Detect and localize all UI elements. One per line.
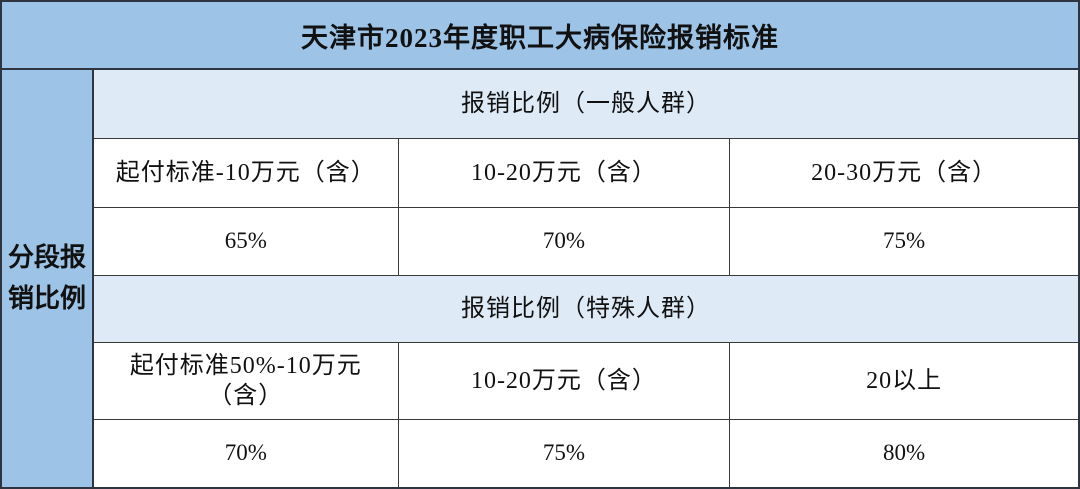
table-grid: 报销比例（一般人群） 起付标准-10万元（含） 10-20万元（含） 20-30… xyxy=(94,70,1078,487)
rate-cell-special-1: 70% xyxy=(94,420,399,487)
band-general-population: 报销比例（一般人群） xyxy=(94,70,1078,139)
rate-cell-special-2: 75% xyxy=(398,420,731,487)
range-cell-general-3: 20-30万元（含） xyxy=(730,139,1078,208)
band-special-population: 报销比例（特殊人群） xyxy=(94,276,1078,343)
range-cell-general-1: 起付标准-10万元（含） xyxy=(94,139,399,208)
range-cell-general-2: 10-20万元（含） xyxy=(398,139,731,208)
row-group-header-segmented-ratio: 分段报 销比例 xyxy=(2,70,94,487)
table-title: 天津市2023年度职工大病保险报销标准 xyxy=(2,2,1078,70)
range-cell-special-1: 起付标准50%-10万元 （含） xyxy=(94,343,399,420)
rate-cell-general-2: 70% xyxy=(398,208,731,276)
range-cell-special-3: 20以上 xyxy=(730,343,1078,420)
table-body: 分段报 销比例 报销比例（一般人群） 起付标准-10万元（含） 10-20万元（… xyxy=(2,70,1078,487)
rate-cell-special-3: 80% xyxy=(730,420,1078,487)
rate-cell-general-3: 75% xyxy=(730,208,1078,276)
rate-cell-general-1: 65% xyxy=(94,208,399,276)
range-cell-special-2: 10-20万元（含） xyxy=(398,343,731,420)
